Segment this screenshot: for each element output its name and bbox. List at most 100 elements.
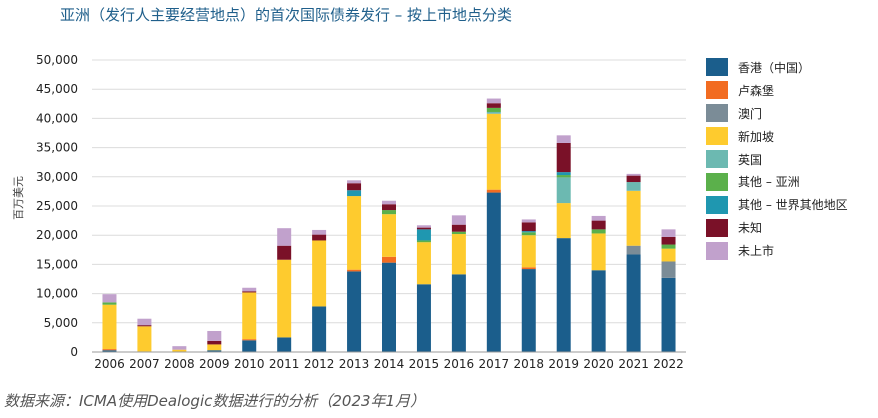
bar-segment [521, 232, 536, 236]
bar-segment [207, 344, 222, 351]
bar-segment [416, 240, 431, 243]
bar-segment [556, 238, 571, 352]
legend-item: 卢森堡 [706, 79, 848, 102]
bar-segment [382, 210, 396, 215]
x-tick-label: 2020 [583, 357, 614, 371]
bar-segment [661, 236, 676, 245]
legend-item: 澳门 [706, 102, 848, 125]
legend-label: 香港（中国） [738, 60, 811, 75]
y-tick-label: 5,000 [44, 316, 78, 330]
x-tick-label: 2012 [304, 357, 335, 371]
bar-segment [451, 274, 466, 352]
bar-segment [626, 182, 641, 191]
bar-segment [102, 302, 117, 305]
x-tick-label: 2018 [513, 357, 544, 371]
y-tick-label: 25,000 [36, 199, 78, 213]
legend-swatch [706, 127, 728, 146]
y-tick-label: 20,000 [36, 228, 78, 242]
y-tick-label: 40,000 [36, 111, 78, 125]
legend-item: 新加坡 [706, 125, 848, 148]
x-tick-label: 2008 [164, 357, 195, 371]
bar-segment [102, 350, 117, 352]
bar-segment [347, 180, 362, 184]
x-tick-label: 2011 [269, 357, 300, 371]
y-tick-label: 30,000 [36, 170, 78, 184]
bar-segment [207, 330, 222, 341]
bar-segment [172, 349, 187, 352]
bar-segment [242, 291, 257, 293]
y-tick-label: 45,000 [36, 82, 78, 96]
bar-segment [556, 172, 571, 176]
legend-label: 卢森堡 [738, 83, 775, 98]
legend-item: 香港（中国） [706, 56, 848, 79]
bar-segment [382, 200, 396, 205]
bar-segment [591, 220, 606, 230]
x-tick-labels: 2006 2007 2008 2009 2010 2011 2012 2013 2014 2015… [94, 357, 684, 371]
x-tick-label: 2021 [618, 357, 649, 371]
x-tick-label: 2007 [129, 357, 160, 371]
bar-segment [521, 222, 536, 232]
legend-item: 英国 [706, 148, 848, 171]
bar-segment [451, 231, 466, 235]
bar-segment [521, 269, 536, 352]
x-tick-label: 2016 [444, 357, 475, 371]
bar-segment [382, 204, 396, 211]
bar-segment [521, 267, 536, 270]
bar-segment [207, 350, 222, 352]
bar-segment [486, 98, 501, 104]
legend-swatch [706, 172, 728, 191]
bar-segment [626, 173, 641, 176]
bar-segment [451, 215, 466, 225]
bar-segment [661, 229, 676, 237]
bar-segment [277, 337, 292, 352]
bar-segment [382, 256, 396, 263]
bar-segment [521, 219, 536, 223]
bar-segment [242, 287, 257, 292]
bar-segment [416, 284, 431, 352]
bar-segment [277, 228, 292, 246]
legend-item: 未知 [706, 216, 848, 239]
bar-segment [102, 304, 117, 350]
y-tick-label: 15,000 [36, 257, 78, 271]
bar-segment [451, 224, 466, 232]
x-tick-label: 2017 [479, 357, 510, 371]
bar-segment [416, 242, 431, 285]
bar-segment [382, 214, 396, 257]
legend-label: 其他 – 亚洲 [738, 175, 800, 190]
bar-segment [486, 189, 501, 193]
x-tick-label: 2006 [94, 357, 125, 371]
legend: 香港（中国） 卢森堡 澳门 新加坡 英国 其他 – 亚洲 其他 – 世界其他地区 未知 未上市 [706, 56, 848, 262]
bar-segment [661, 277, 676, 352]
bar-segment [591, 215, 606, 221]
bar-segment [207, 340, 222, 345]
x-tick-label: 2010 [234, 357, 265, 371]
bar-segment [486, 111, 501, 114]
legend-item: 其他 – 世界其他地区 [706, 193, 848, 216]
legend-swatch [706, 81, 728, 100]
x-tick-label: 2014 [374, 357, 405, 371]
legend-swatch [706, 195, 728, 214]
legend-label: 英国 [738, 152, 763, 167]
legend-swatch [706, 104, 728, 123]
x-tick-label: 2013 [339, 357, 370, 371]
x-tick-label: 2022 [653, 357, 684, 371]
legend-label: 澳门 [738, 106, 763, 121]
bar-segment [591, 229, 606, 234]
bar-segment [556, 142, 571, 173]
bar-segment [347, 183, 362, 191]
bar-segment [416, 225, 431, 228]
stacked-bar-chart: 0 5,000 10,000 15,000 20,000 25,000 30,000 35,0… [36, 53, 686, 371]
bar-segment [556, 177, 571, 204]
legend-label: 未知 [738, 221, 763, 236]
bar-segment [556, 135, 571, 143]
bar-segment [312, 234, 327, 241]
bar-segment [172, 346, 187, 350]
bar-segment [312, 306, 327, 352]
bar-segment [242, 340, 257, 352]
bars [102, 98, 676, 352]
y-tick-label: 10,000 [36, 287, 78, 301]
x-tick-label: 2009 [199, 357, 230, 371]
bar-segment [451, 234, 466, 275]
bar-segment [416, 229, 431, 241]
bar-segment [137, 325, 152, 327]
